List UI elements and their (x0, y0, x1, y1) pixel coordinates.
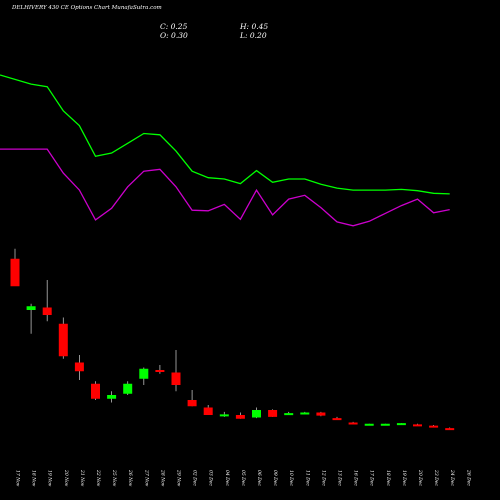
candle-body (268, 410, 278, 417)
candle-body (445, 428, 455, 431)
candle (171, 350, 181, 392)
candle-body (332, 418, 342, 421)
x-tick-label: 29 Nov (176, 469, 182, 487)
x-tick-label: 20 Nov (63, 469, 69, 487)
candle (445, 427, 455, 431)
candle-body (429, 425, 439, 428)
candlestick-layer (10, 248, 455, 431)
close-readout: C: 0.25 (160, 22, 188, 31)
candle (74, 355, 84, 380)
x-tick-label: 17 Dec (369, 470, 375, 486)
candle (58, 317, 68, 359)
x-tick-label: 11 Dec (304, 470, 310, 486)
candle-body (316, 412, 326, 416)
candle-body (155, 370, 165, 372)
candle-body (413, 424, 422, 427)
candle (364, 423, 374, 426)
candle-body (364, 423, 374, 426)
candle (348, 421, 358, 425)
candle (252, 407, 261, 419)
x-tick-label: 13 Dec (337, 470, 343, 486)
x-tick-label: 03 Dec (208, 470, 214, 486)
candle (123, 381, 133, 395)
candle (10, 248, 20, 287)
candle-body (42, 307, 52, 315)
x-tick-label: 06 Dec (256, 470, 262, 486)
x-tick-label: 19 Dec (401, 470, 407, 486)
x-tick-label: 27 Nov (143, 469, 149, 487)
moving-average-layer (0, 74, 450, 227)
candle-body (380, 423, 390, 426)
candle-body (396, 423, 406, 426)
candle (91, 381, 100, 400)
x-tick-label: 04 Dec (224, 470, 230, 486)
x-tick-label: 12 Dec (320, 470, 326, 486)
candle (413, 423, 422, 427)
candle-body (235, 415, 245, 419)
candle-body (171, 372, 181, 385)
chart-title: DELHIVERY 430 CE Options Chart MunafaSut… (12, 5, 162, 11)
x-tick-label: 22 Nov (95, 469, 101, 487)
magenta-average-line (0, 148, 450, 227)
candle (332, 416, 342, 421)
candle (429, 425, 439, 428)
candle (219, 411, 229, 417)
candle-body (91, 383, 100, 399)
x-tick-label: 02 Dec (192, 470, 198, 486)
candle-body (187, 400, 197, 407)
x-tick-label: 20 Dec (417, 469, 423, 486)
candle (316, 411, 326, 417)
x-tick-label: 10 Dec (288, 470, 294, 486)
candle (300, 411, 310, 415)
x-tick-label: 18 Nov (31, 470, 37, 487)
candle (42, 280, 52, 322)
green-average-line (0, 74, 450, 195)
candle-body (26, 306, 36, 310)
x-tick-label: 17 Nov (15, 470, 21, 487)
x-tick-label: 21 Nov (79, 469, 85, 487)
candle (155, 365, 165, 374)
candle (235, 412, 245, 419)
candle (26, 303, 36, 334)
candle-body (300, 412, 310, 415)
candle (203, 405, 213, 415)
x-tick-label: 16 Dec (353, 470, 359, 486)
candle-body (219, 414, 229, 417)
candle (187, 390, 197, 407)
x-tick-label: 09 Dec (272, 470, 278, 486)
candle (139, 367, 149, 385)
candle-body (284, 413, 294, 416)
candle-body (348, 422, 358, 425)
x-tick-label: 05 Dec (240, 470, 246, 486)
candle (284, 411, 294, 416)
candle-body (203, 407, 213, 415)
candle (107, 391, 117, 403)
candle (380, 423, 390, 426)
candle-body (74, 362, 84, 372)
candle-body (58, 323, 68, 357)
x-tick-label: 24 Dec (449, 469, 455, 486)
x-tick-label: 18 Dec (385, 470, 391, 486)
x-tick-label: 19 Nov (47, 470, 53, 487)
candle-body (252, 410, 261, 418)
open-readout: O: 0.30 (160, 31, 188, 40)
x-tick-label: 23 Dec (433, 469, 439, 486)
x-tick-label: 28 Nov (159, 469, 165, 487)
x-tick-label: 25 Nov (111, 469, 117, 487)
high-readout: H: 0.45 (240, 22, 269, 31)
x-tick-label: 26 Nov (127, 469, 133, 487)
candle-body (10, 258, 20, 287)
x-axis: 17 Nov 18 Nov 19 Nov 20 Nov 21 Nov 22 Nov 25 N… (15, 469, 472, 487)
candle-body (107, 395, 117, 399)
x-tick-label: 26 Dec (465, 469, 471, 486)
candle (396, 423, 406, 426)
low-readout: L: 0.20 (240, 31, 267, 40)
candle-body (123, 383, 133, 394)
candle-body (139, 368, 149, 379)
candle (268, 409, 278, 417)
